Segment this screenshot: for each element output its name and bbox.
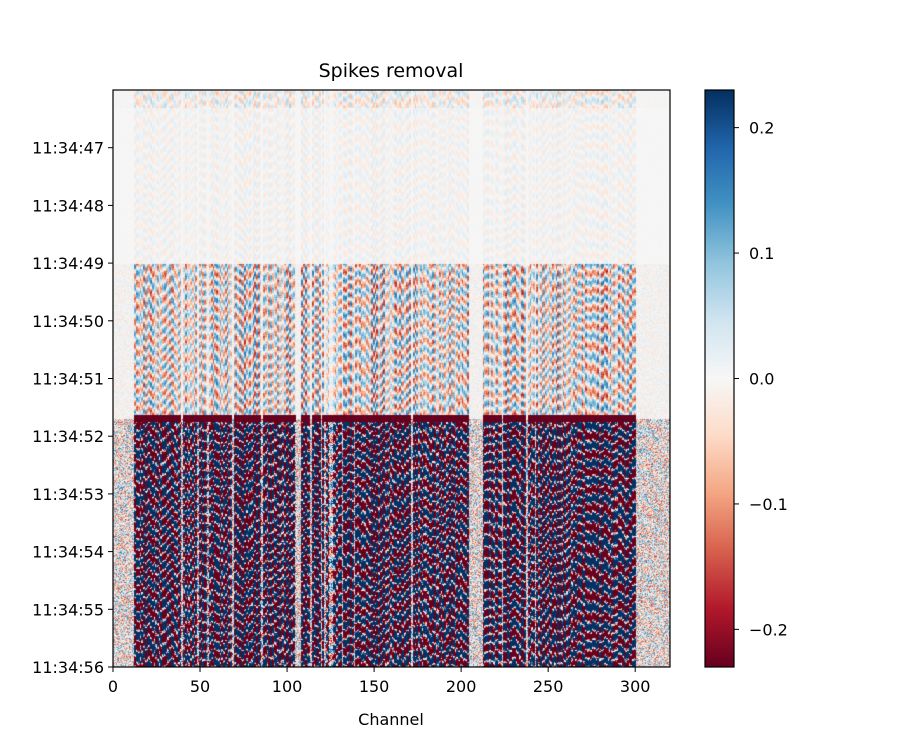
chart-title: Spikes removal	[319, 60, 464, 82]
colorbar-tick-label: 0.2	[749, 119, 774, 138]
y-tick-label: 11:34:53	[32, 485, 104, 504]
colorbar-gradient	[705, 90, 734, 667]
y-tick-label: 11:34:55	[32, 600, 104, 619]
heatmap-container	[113, 90, 670, 667]
x-tick-label: 300	[620, 677, 651, 696]
x-tick-label: 0	[108, 677, 118, 696]
y-tick-label: 11:34:48	[32, 196, 104, 215]
colorbar-container	[705, 90, 734, 667]
y-tick-label: 11:34:54	[32, 543, 104, 562]
heatmap-image	[113, 90, 670, 667]
y-tick-label: 11:34:51	[32, 370, 104, 389]
x-tick-label: 150	[359, 677, 390, 696]
x-tick-label: 250	[533, 677, 564, 696]
x-tick-label: 50	[190, 677, 210, 696]
y-axis: 11:34:47 11:34:48 11:34:49 11:34:50 11:34:51…	[32, 139, 113, 677]
x-axis: 0 50 100 150 200 250 300	[108, 667, 651, 696]
colorbar-axis: 0.2 0.1 0.0 −0.1 −0.2	[734, 119, 788, 639]
x-tick-label: 100	[272, 677, 303, 696]
colorbar-tick-label: −0.1	[749, 495, 788, 514]
x-tick-label: 200	[446, 677, 477, 696]
y-tick-label: 11:34:52	[32, 427, 104, 446]
colorbar-tick-label: 0.1	[749, 244, 774, 263]
colorbar-tick-label: −0.2	[749, 620, 788, 639]
y-tick-label: 11:34:50	[32, 312, 104, 331]
x-axis-label: Channel	[358, 710, 424, 729]
y-tick-label: 11:34:56	[32, 658, 104, 677]
y-tick-label: 11:34:47	[32, 139, 104, 158]
y-tick-label: 11:34:49	[32, 254, 104, 273]
colorbar-tick-label: 0.0	[749, 370, 774, 389]
